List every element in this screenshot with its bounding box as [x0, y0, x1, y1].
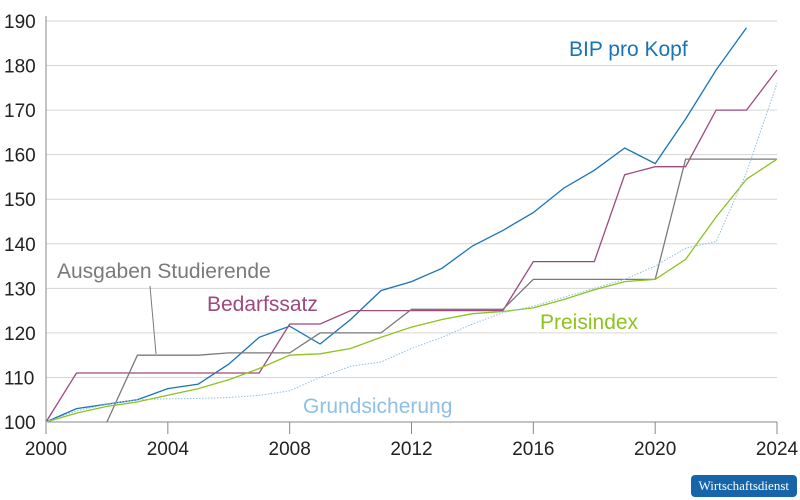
axes: 100 110 120 130 140 150 160 170 180 190 2000 2004 20… — [4, 12, 799, 460]
y-tick-label: 180 — [4, 57, 36, 78]
series-label: Bedarfssatz — [207, 293, 318, 316]
x-tick-label: 2024 — [756, 439, 799, 460]
x-tick-label: 2008 — [269, 439, 311, 460]
series-lines — [45, 27, 778, 423]
y-tick-label: 150 — [4, 190, 36, 211]
series-line-grundsicherung — [45, 83, 778, 423]
gridlines — [46, 20, 777, 378]
y-tick-label: 110 — [4, 368, 34, 389]
series-line-bip-pro-kopf — [45, 27, 748, 423]
x-tick-label: 2012 — [390, 439, 432, 460]
series-label: BIP pro Kopf — [569, 38, 688, 61]
y-tick-label: 190 — [4, 12, 36, 33]
series-label: Preisindex — [540, 311, 639, 334]
series-label: Ausgaben Studierende — [57, 260, 271, 283]
x-tick-label: 2000 — [25, 439, 67, 460]
series-label: Grundsicherung — [303, 395, 452, 418]
y-tick-label: 170 — [4, 101, 36, 122]
x-tick-label: 2020 — [634, 439, 676, 460]
x-tick-label: 2016 — [512, 439, 554, 460]
series-line-ausgaben-studierende — [106, 158, 777, 423]
label-leader-line — [149, 285, 157, 355]
y-tick-label: 120 — [4, 324, 36, 345]
x-tick-label: 2004 — [147, 439, 190, 460]
y-tick-label: 130 — [4, 279, 36, 300]
series-labels: BIP pro Kopf Bedarfssatz Ausgaben Studiere… — [57, 38, 688, 418]
series-line-preisindex — [45, 158, 778, 423]
y-tick-label: 140 — [4, 235, 36, 256]
wirtschaftsdienst-logo: Wirtschaftsdienst — [690, 475, 797, 497]
y-tick-label: 100 — [4, 413, 36, 434]
y-tick-label: 160 — [4, 146, 36, 167]
series-line-bedarfssatz — [45, 69, 778, 423]
